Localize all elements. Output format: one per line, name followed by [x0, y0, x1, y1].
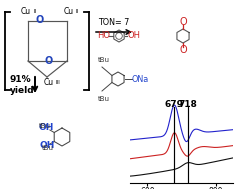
Text: II: II — [76, 9, 79, 14]
Text: OH: OH — [39, 141, 55, 150]
Text: tBu: tBu — [42, 145, 54, 151]
Text: III: III — [56, 80, 61, 85]
Text: Cu: Cu — [44, 78, 54, 87]
Text: O: O — [179, 17, 187, 27]
Text: 718: 718 — [178, 100, 197, 109]
Text: 91%
yield: 91% yield — [10, 75, 35, 95]
Text: tBu: tBu — [98, 96, 110, 102]
Text: O: O — [179, 45, 187, 55]
Text: tBu: tBu — [39, 123, 51, 129]
Text: O: O — [44, 56, 53, 66]
Text: 679: 679 — [165, 100, 184, 109]
Text: ONa: ONa — [132, 74, 149, 84]
Text: Cu: Cu — [64, 7, 74, 16]
Text: OH: OH — [39, 123, 54, 132]
Text: Cu: Cu — [21, 7, 31, 16]
Text: TON= 7: TON= 7 — [98, 18, 130, 27]
Text: OH: OH — [127, 32, 140, 40]
Text: tBu: tBu — [98, 57, 110, 63]
Text: II: II — [33, 9, 36, 14]
Text: HO: HO — [97, 32, 110, 40]
Text: O: O — [35, 15, 44, 25]
